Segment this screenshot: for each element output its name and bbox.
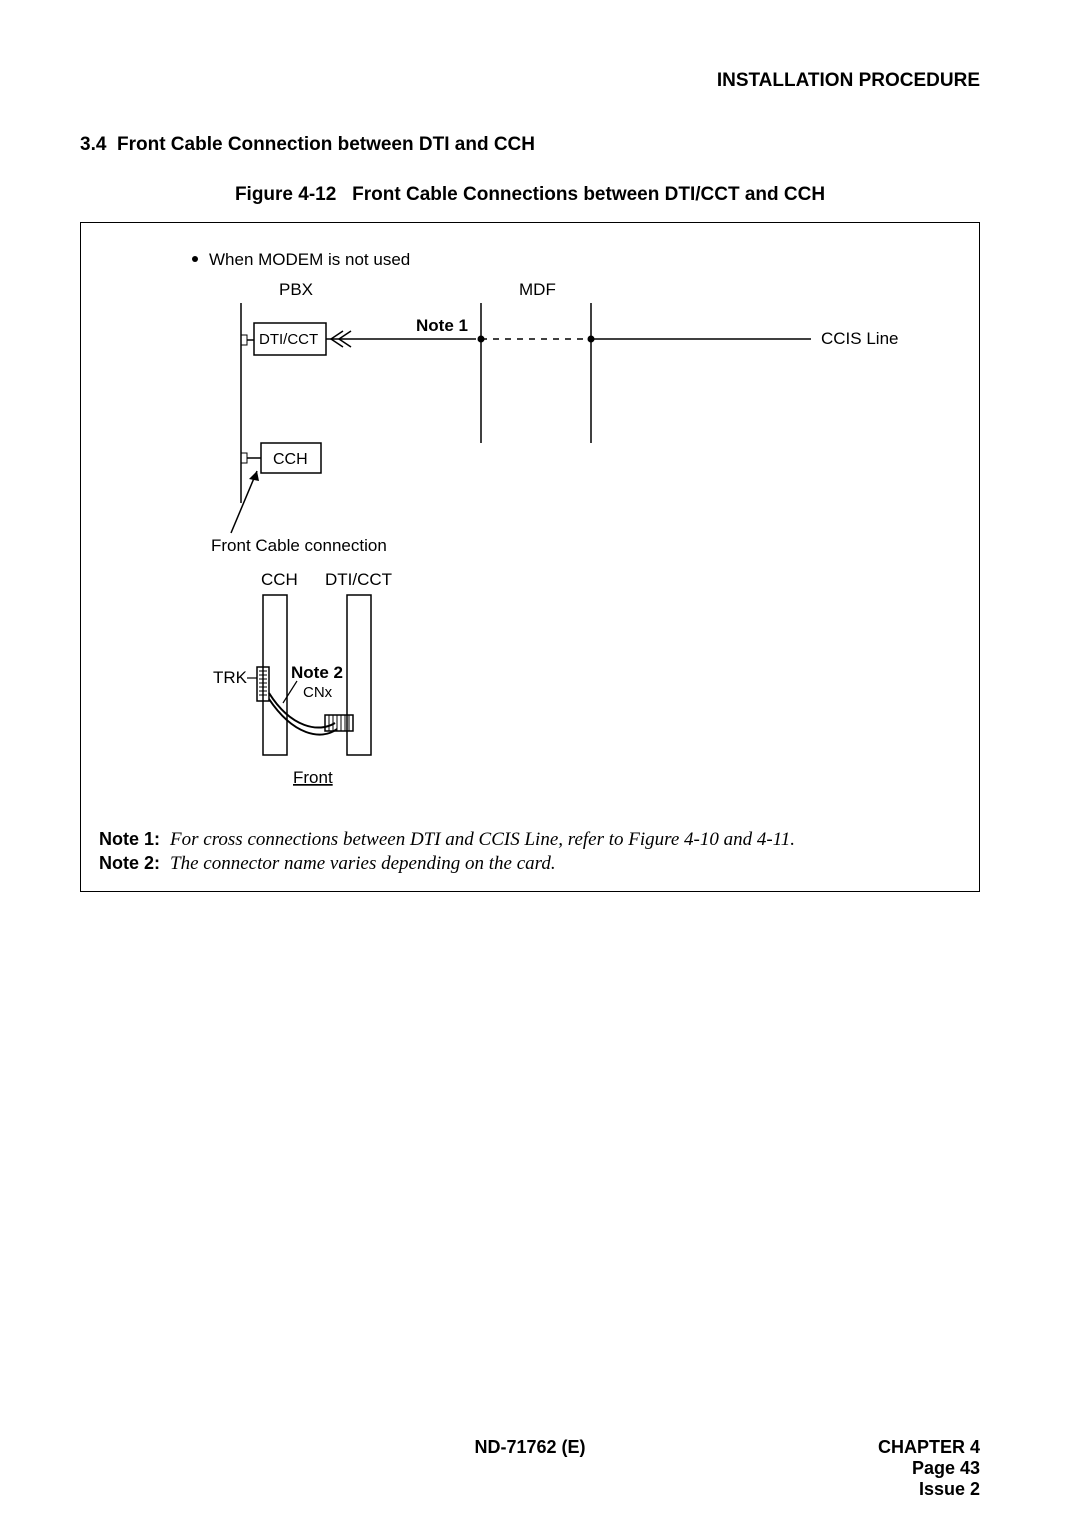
section-name: Front Cable Connection between DTI and C… (117, 134, 535, 155)
note-1-text: For cross connections between DTI and CC… (170, 829, 795, 850)
svg-text:CCH: CCH (273, 451, 308, 468)
footer-doc-id: ND-71762 (E) (80, 1437, 980, 1458)
figure-caption: Figure 4-12 Front Cable Connections betw… (80, 184, 980, 206)
svg-text:When MODEM is not used: When MODEM is not used (209, 250, 410, 269)
svg-text:CCH: CCH (261, 570, 298, 589)
svg-text:MDF: MDF (519, 280, 556, 299)
section-title: 3.4 Front Cable Connection between DTI a… (80, 134, 980, 156)
figure-caption-text: Front Cable Connections between DTI/CCT … (352, 184, 825, 205)
diagram-svg-wrap: When MODEM is not used PBX MDF DTI/CCT (81, 223, 979, 891)
svg-text:Note 1: Note 1 (416, 316, 468, 335)
figure-box: When MODEM is not used PBX MDF DTI/CCT (80, 222, 980, 892)
section-number: 3.4 (80, 134, 106, 155)
figure-notes: Note 1: For cross connections between DT… (99, 827, 795, 875)
note-2-label: Note 2: (99, 853, 160, 873)
svg-text:Note 2: Note 2 (291, 663, 343, 682)
page-header: INSTALLATION PROCEDURE (80, 70, 980, 92)
svg-text:CCIS Line: CCIS Line (821, 329, 898, 348)
footer-chapter: CHAPTER 4 (878, 1437, 980, 1458)
note-1: Note 1: For cross connections between DT… (99, 829, 795, 851)
footer-right: CHAPTER 4 Page 43 Issue 2 (878, 1437, 980, 1500)
svg-text:PBX: PBX (279, 280, 313, 299)
svg-text:Front Cable connection: Front Cable connection (211, 536, 387, 555)
page-footer: ND-71762 (E) CHAPTER 4 Page 43 Issue 2 (80, 1437, 980, 1458)
figure-caption-prefix: Figure 4-12 (235, 184, 336, 205)
note-2: Note 2: The connector name varies depend… (99, 853, 795, 875)
note-2-text: The connector name varies depending on t… (170, 853, 556, 874)
diagram-svg: When MODEM is not used PBX MDF DTI/CCT (81, 223, 981, 893)
page-content: INSTALLATION PROCEDURE 3.4 Front Cable C… (80, 70, 980, 1458)
svg-text:DTI/CCT: DTI/CCT (259, 331, 318, 348)
svg-text:TRK: TRK (213, 668, 248, 687)
note-1-label: Note 1: (99, 829, 160, 849)
footer-issue: Issue 2 (878, 1479, 980, 1500)
svg-text:DTI/CCT: DTI/CCT (325, 570, 392, 589)
svg-text:CNx: CNx (303, 684, 333, 701)
svg-text:Front: Front (293, 768, 333, 787)
footer-page: Page 43 (878, 1458, 980, 1479)
